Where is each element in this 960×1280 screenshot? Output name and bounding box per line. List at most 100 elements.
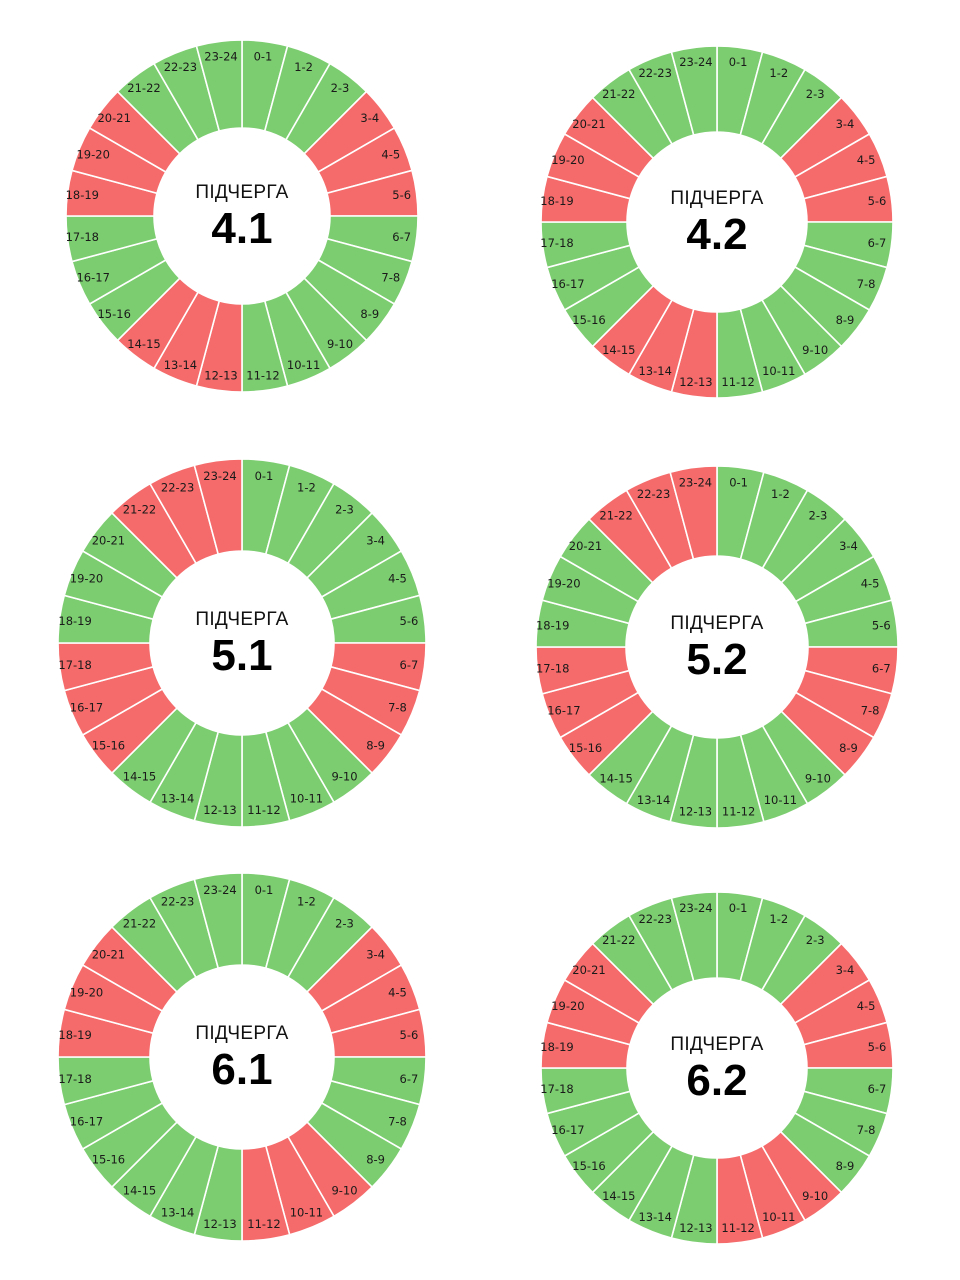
segment-label: 19-20 [547, 577, 580, 591]
segment-label: 22-23 [638, 912, 671, 926]
segment-label: 18-19 [536, 618, 569, 632]
segment-label: 9-10 [327, 337, 353, 351]
segment-label: 17-18 [58, 658, 91, 672]
segment-label: 7-8 [381, 271, 400, 285]
segment-label: 1-2 [297, 481, 316, 495]
segment-label: 21-22 [602, 87, 635, 101]
segment-label: 21-22 [127, 81, 160, 95]
segment-label: 20-21 [97, 111, 130, 125]
segment-label: 5-6 [868, 1040, 887, 1054]
segment-label: 6-7 [872, 662, 891, 676]
segment-label: 0-1 [255, 883, 274, 897]
segment-label: 18-19 [58, 1028, 91, 1042]
segment-label: 12-13 [679, 375, 712, 389]
segment-label: 21-22 [123, 916, 156, 930]
segment-23-24 [193, 872, 243, 970]
segment-23-24 [195, 39, 243, 132]
segment-label: 4-5 [388, 572, 407, 586]
segment-label: 17-18 [540, 1082, 573, 1096]
segment-label: 13-14 [638, 1210, 671, 1224]
segment-label: 10-11 [290, 792, 323, 806]
segment-label: 12-13 [679, 804, 712, 818]
segment-label: 19-20 [70, 572, 103, 586]
segment-label: 1-2 [771, 487, 790, 501]
segment-label: 3-4 [360, 111, 379, 125]
segment-label: 20-21 [572, 963, 605, 977]
segment-label: 13-14 [164, 358, 197, 372]
segment-label: 19-20 [551, 153, 584, 167]
segment-label: 2-3 [335, 916, 354, 930]
segment-label: 11-12 [721, 1221, 754, 1235]
segment-label: 8-9 [839, 741, 858, 755]
queue-caption: ПІДЧЕРГА [195, 182, 288, 203]
segment-label: 0-1 [729, 476, 748, 490]
segment-label: 16-17 [76, 271, 109, 285]
segment-label: 15-16 [92, 739, 125, 753]
segment-label: 0-1 [729, 55, 748, 69]
segment-label: 9-10 [805, 772, 831, 786]
segment-label: 15-16 [572, 1159, 605, 1173]
segment-label: 8-9 [366, 739, 385, 753]
segment-label: 22-23 [638, 66, 671, 80]
segment-label: 8-9 [366, 1153, 385, 1167]
segment-label: 5-6 [400, 1028, 419, 1042]
segment-label: 22-23 [161, 895, 194, 909]
segment-label: 10-11 [762, 364, 795, 378]
segment-label: 12-13 [203, 803, 236, 817]
queue-caption: ПІДЧЕРГА [670, 188, 763, 209]
segment-label: 9-10 [802, 343, 828, 357]
segment-label: 7-8 [388, 1114, 407, 1128]
segment-label: 13-14 [637, 793, 670, 807]
segment-label: 11-12 [246, 369, 279, 383]
segment-label: 6-7 [392, 230, 411, 244]
segment-label: 10-11 [287, 358, 320, 372]
segment-label: 19-20 [70, 986, 103, 1000]
segment-label: 6-7 [868, 236, 887, 250]
segment-label: 19-20 [551, 999, 584, 1013]
segment-label: 23-24 [203, 469, 236, 483]
segment-label: 20-21 [92, 534, 125, 548]
segment-label: 9-10 [802, 1189, 828, 1203]
segment-label: 2-3 [809, 509, 828, 523]
segment-label: 11-12 [247, 803, 280, 817]
segment-label: 22-23 [637, 487, 670, 501]
segment-label: 11-12 [721, 375, 754, 389]
segment-label: 23-24 [679, 55, 712, 69]
segment-label: 21-22 [602, 933, 635, 947]
segment-label: 4-5 [857, 153, 876, 167]
queue-caption: ПІДЧЕРГА [195, 609, 288, 630]
segment-label: 2-3 [806, 933, 825, 947]
segment-label: 10-11 [290, 1206, 323, 1220]
segment-label: 6-7 [868, 1082, 887, 1096]
segment-label: 11-12 [722, 804, 755, 818]
segment-label: 19-20 [76, 147, 109, 161]
segment-label: 23-24 [203, 883, 236, 897]
segment-label: 0-1 [254, 49, 273, 63]
segment-label: 16-17 [547, 703, 580, 717]
segment-label: 18-19 [540, 1040, 573, 1054]
segment-label: 16-17 [551, 1123, 584, 1137]
segment-label: 3-4 [366, 948, 385, 962]
segment-label: 12-13 [203, 1217, 236, 1231]
segment-label: 14-15 [127, 337, 160, 351]
segment-23-24 [670, 891, 718, 983]
segment-label: 2-3 [331, 81, 350, 95]
queue-caption: ПІДЧЕРГА [195, 1023, 288, 1044]
segment-label: 14-15 [123, 1184, 156, 1198]
segment-label: 6-7 [400, 658, 419, 672]
segment-label: 17-18 [66, 230, 99, 244]
segment-label: 5-6 [400, 614, 419, 628]
segment-label: 4-5 [381, 147, 400, 161]
segment-label: 16-17 [70, 1114, 103, 1128]
segment-label: 7-8 [857, 277, 876, 291]
queue-number: 4.2 [686, 210, 747, 259]
segment-label: 4-5 [388, 986, 407, 1000]
segment-23-24 [670, 45, 718, 137]
segment-label: 3-4 [839, 539, 858, 553]
segment-label: 15-16 [92, 1153, 125, 1167]
segment-label: 21-22 [599, 509, 632, 523]
